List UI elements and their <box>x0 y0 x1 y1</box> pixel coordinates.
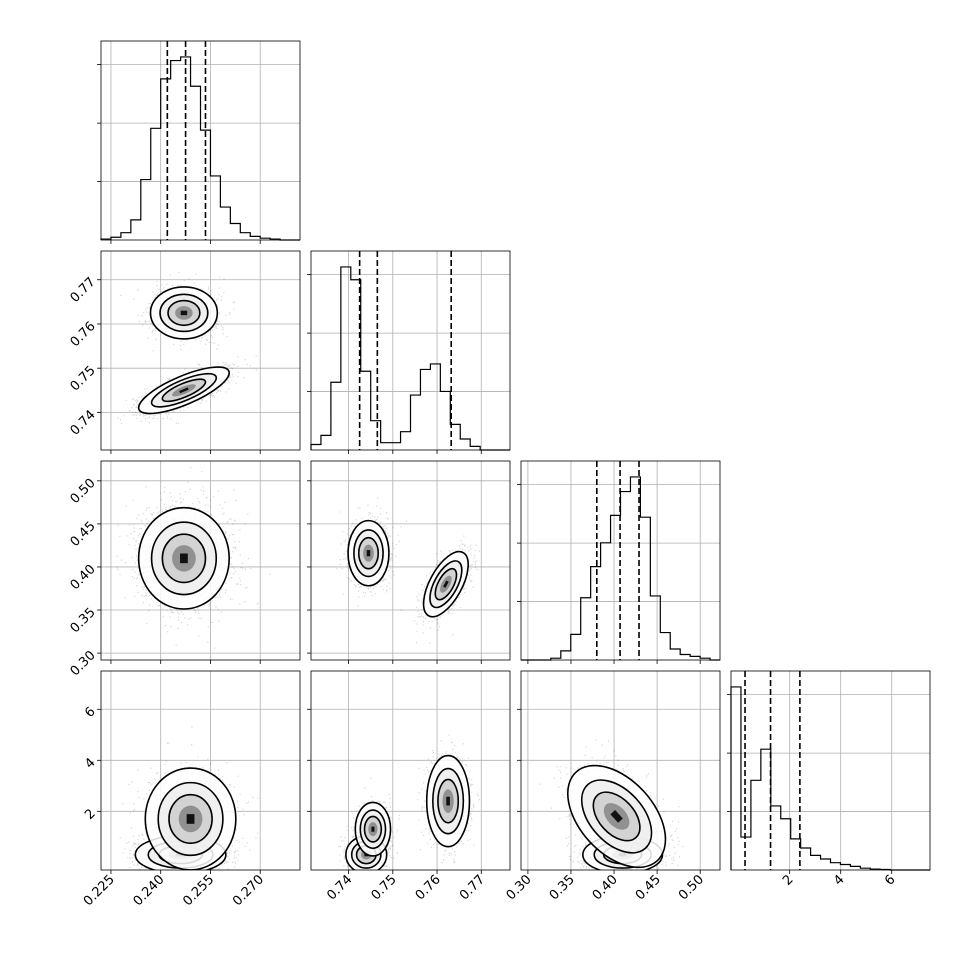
x-tick-label: 2 <box>780 872 796 888</box>
x-tick-label: 0.45 <box>633 872 664 903</box>
scatter-panel-0-1 <box>100 250 301 451</box>
hist-steps-3 <box>730 686 930 871</box>
hist-steps-2 <box>521 476 720 661</box>
y-tick-label: 4 <box>82 755 98 771</box>
scatter-panel-1-3 <box>310 670 511 871</box>
scatter-panel-0-2 <box>100 460 301 661</box>
x-tick-label: 4 <box>831 872 847 888</box>
x-tick-label: 0.225 <box>81 872 118 909</box>
hist-panel-2 <box>517 460 721 661</box>
x-tick-label: 0.76 <box>413 872 444 903</box>
y-tick-label: 2 <box>82 806 98 822</box>
hist-panel-0 <box>97 40 301 241</box>
x-tick-label: 0.270 <box>230 872 267 909</box>
hist-steps-1 <box>310 266 510 451</box>
scatter-panel-1-2 <box>310 460 511 661</box>
x-tick-label: 0.35 <box>547 872 578 903</box>
x-tick-label: 0.255 <box>180 872 217 909</box>
hist-panel-1 <box>307 250 511 451</box>
y-tick-label: 0.77 <box>68 275 99 306</box>
x-tick-label: 0.50 <box>676 872 707 903</box>
y-tick-label: 0.75 <box>68 363 99 394</box>
hist-steps-0 <box>100 56 300 241</box>
x-tick-label: 0.30 <box>504 872 535 903</box>
y-tick-label: 0.40 <box>68 562 99 593</box>
y-tick-label: 0.45 <box>68 519 99 550</box>
x-tick-label: 0.74 <box>324 872 355 903</box>
hist-panel-3 <box>727 670 931 871</box>
x-tick-label: 0.75 <box>369 872 400 903</box>
x-tick-label: 0.40 <box>590 872 621 903</box>
y-tick-label: 6 <box>82 704 98 720</box>
y-tick-label: 0.50 <box>68 476 99 507</box>
x-tick-label: 0.77 <box>457 872 488 903</box>
x-tick-label: 6 <box>882 872 898 888</box>
y-tick-label: 0.76 <box>68 319 99 350</box>
y-tick-label: 0.35 <box>68 605 99 636</box>
y-tick-label: 0.74 <box>68 407 99 438</box>
scatter-panel-0-3 <box>100 670 301 871</box>
y-tick-label: 0.30 <box>68 648 99 679</box>
x-tick-label: 0.240 <box>131 872 168 909</box>
scatter-panel-2-3 <box>520 670 721 871</box>
